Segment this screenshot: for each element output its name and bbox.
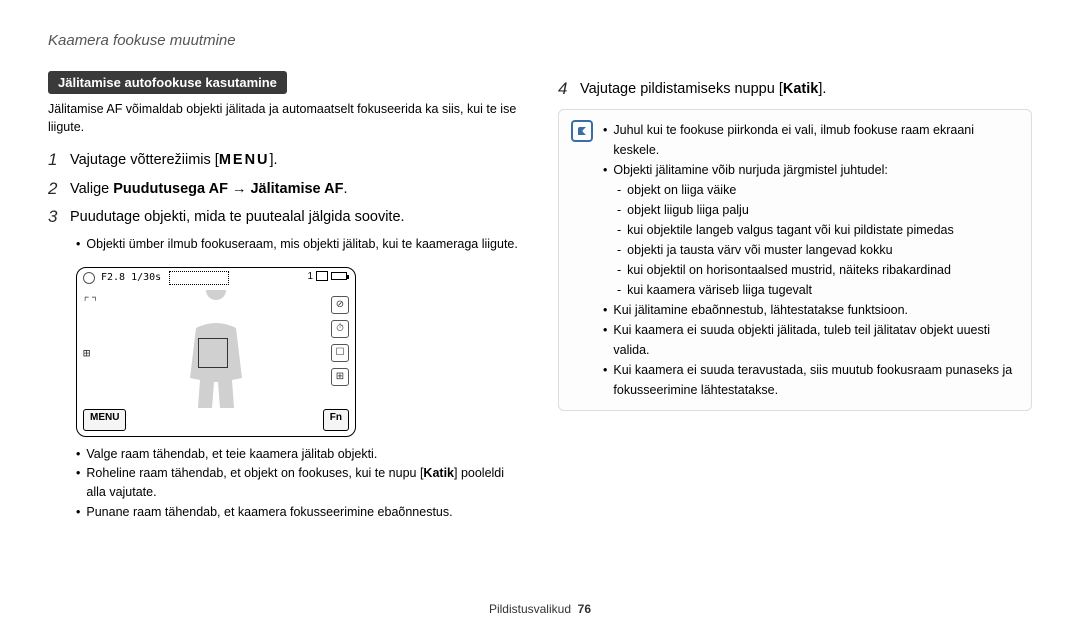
step-1-number: 1 [48,150,70,170]
mode-icon [83,272,95,284]
step-2-arrow: → [228,181,251,197]
step-3-sub: Objekti ümber ilmub fookuseraam, mis obj… [76,235,522,254]
step-1: 1 Vajutage võtterežiimis [MENU]. [48,150,522,170]
step-4-post: ]. [818,81,826,97]
step-2-b2: Jälitamise AF [250,181,343,197]
step-4: 4 Vajutage pildistamiseks nuppu [Katik]. [558,79,1032,99]
step-2: 2 Valige Puudutusega AF → Jälitamise AF. [48,179,522,199]
af-bracket-icon: ⌜⌝ [83,294,97,308]
note-4: Kui kaamera ei suuda objekti jälitada, t… [603,320,1019,360]
page-footer: Pildistusvalikud 76 [0,602,1080,616]
note-5: Kui kaamera ei suuda teravustada, siis m… [603,360,1019,400]
page-header: Kaamera fookuse muutmine [48,32,1032,49]
shot-count: 1 [307,271,313,282]
menu-label: MENU [219,152,270,168]
step-4-pre: Vajutage pildistamiseks nuppu [ [580,81,783,97]
step-4-number: 4 [558,79,580,99]
left-bullet-1: Valge raam tähendab, et teie kaamera jäl… [76,445,522,464]
camera-preview: F2.8 1/30s 1 ⌜⌝ ⊞ ⊘ ⏱ ☐ ⊞ [76,267,356,437]
left-bullet-3: Punane raam tähendab, et kaamera fokusse… [76,503,522,522]
section-title: Jälitamise autofookuse kasutamine [48,71,287,94]
note-2e: kui objektil on horisontaalsed mustrid, … [617,260,1019,280]
step-2-post: . [343,181,347,197]
drive-icon: ☐ [331,344,349,362]
step-2-pre: Valige [70,181,113,197]
note-2a: objekt on liiga väike [617,180,1019,200]
note-2f: kui kaamera väriseb liiga tugevalt [617,280,1019,300]
step-3: 3 Puudutage objekti, mida te puutealal j… [48,207,522,227]
battery-icon [331,272,347,280]
grid-icon: ⊞ [331,368,349,386]
exposure-label: F2.8 1/30s [101,272,161,283]
step-2-number: 2 [48,179,70,199]
note-1: Juhul kui te fookuse piirkonda ei vali, … [603,120,1019,160]
camera-fn-button[interactable]: Fn [323,409,349,431]
right-column: 4 Vajutage pildistamiseks nuppu [Katik].… [558,71,1032,534]
step-4-b: Katik [783,81,818,97]
focus-square [198,338,228,368]
page-number: 76 [578,602,591,616]
af-bracket-cross-icon: ⊞ [83,346,97,360]
camera-menu-button[interactable]: MENU [83,409,126,431]
flash-off-icon: ⊘ [331,296,349,314]
footer-label: Pildistusvalikud [489,602,571,616]
left-bullet-2: Roheline raam tähendab, et objekt on foo… [76,464,522,503]
note-box: Juhul kui te fookuse piirkonda ei vali, … [558,109,1032,411]
intro-text: Jälitamise AF võimaldab objekti jälitada… [48,100,522,136]
timer-icon: ⏱ [331,320,349,338]
left-column: Jälitamise autofookuse kasutamine Jälita… [48,71,522,534]
step-3-text: Puudutage objekti, mida te puutealal jäl… [70,207,405,227]
step-1-text-post: ]. [270,152,278,168]
note-2d: objekti ja tausta värv või muster langev… [617,240,1019,260]
note-2: Objekti jälitamine võib nurjuda järgmist… [603,160,1019,180]
step-1-text-pre: Vajutage võtterežiimis [ [70,152,219,168]
note-2b: objekt liigub liiga palju [617,200,1019,220]
note-3: Kui jälitamine ebaõnnestub, lähtestataks… [603,300,1019,320]
step-3-number: 3 [48,207,70,227]
step-2-b1: Puudutusega AF [113,181,228,197]
histogram-icon [169,271,229,285]
info-icon [571,120,593,142]
note-2c: kui objektile langeb valgus tagant või k… [617,220,1019,240]
sd-icon [316,271,328,281]
